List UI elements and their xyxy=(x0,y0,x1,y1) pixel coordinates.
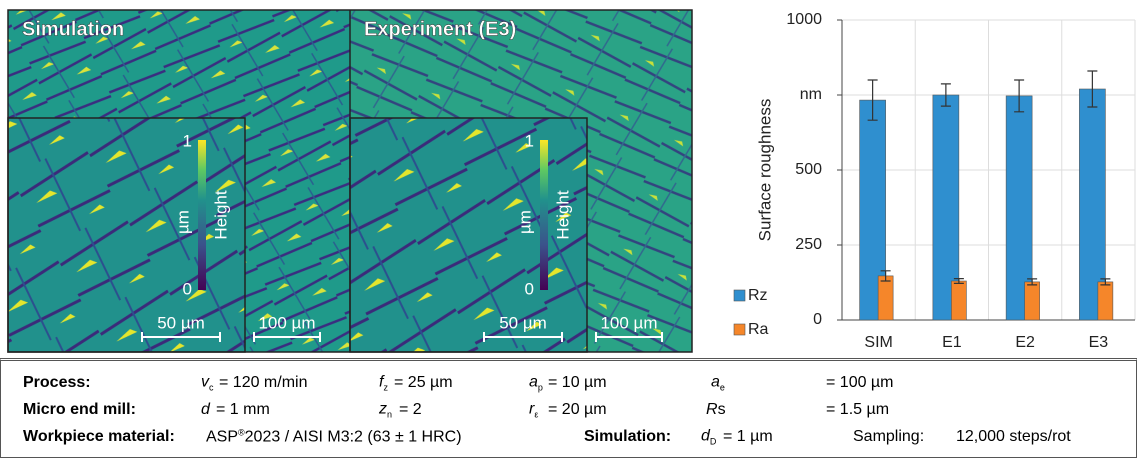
value: = 100 µm xyxy=(826,374,894,391)
symbol-subscript: D xyxy=(709,436,717,447)
symbol: Rs xyxy=(706,401,726,419)
error-bar xyxy=(1100,278,1111,286)
value: ASP®2023 / AISI M3:2 (63 ± 1 HRC) xyxy=(206,427,462,446)
legend-label: Rz xyxy=(748,287,768,304)
colorbar-unit: µm xyxy=(515,210,534,234)
value: = 2 xyxy=(399,401,422,418)
y-tick-label: 500 xyxy=(795,161,822,178)
symbol: vc xyxy=(201,373,214,392)
registered-mark: ® xyxy=(238,427,245,438)
scalebar-label: 50 µm xyxy=(499,313,547,332)
symbol: ap xyxy=(529,373,543,392)
value: = 10 µm xyxy=(548,374,607,391)
scalebar-label: 100 µm xyxy=(258,313,315,332)
x-tick-label: E1 xyxy=(942,334,962,351)
value: Sampling: xyxy=(853,428,925,445)
error-bar xyxy=(953,278,964,284)
symbol-suffix: s xyxy=(717,401,726,418)
row-label: Workpiece material: xyxy=(23,428,175,445)
bar xyxy=(1079,88,1106,321)
scale-bars xyxy=(141,332,663,342)
value: = 120 m/min xyxy=(219,374,308,391)
symbol-subscript: z xyxy=(383,382,388,393)
symbol: dD xyxy=(701,427,716,446)
y-tick-label: nm xyxy=(800,86,822,103)
error-bar xyxy=(1014,79,1025,113)
legend-swatch xyxy=(733,289,746,302)
simulation-inset xyxy=(7,117,246,353)
parameter-table: Process: vc = 120 m/min fz = 25 µm ap = 10 µm a… xyxy=(0,358,1137,458)
value: = 1.5 µm xyxy=(826,401,890,418)
symbol-letter: a xyxy=(711,373,720,391)
scalebar-label: 50 µm xyxy=(157,313,205,332)
symbol-letter: d xyxy=(201,401,210,418)
symbol: rε xyxy=(529,400,538,419)
value: = 20 µm xyxy=(548,401,607,418)
symbol-letter: z xyxy=(379,400,387,418)
row-label: Micro end mill: xyxy=(23,401,136,418)
bar xyxy=(1097,281,1114,321)
bar xyxy=(1024,281,1040,321)
colorbar xyxy=(198,140,206,290)
panel-title: Experiment (E3) xyxy=(364,18,516,40)
colorbar xyxy=(540,140,548,290)
colorbar-min: 0 xyxy=(525,279,534,298)
error-bar xyxy=(880,270,891,282)
scalebar-label: 100 µm xyxy=(600,313,657,332)
error-bar xyxy=(1087,70,1098,108)
bar xyxy=(951,280,967,321)
y-tick-label: 1000 xyxy=(786,11,822,28)
x-tick-label: SIM xyxy=(864,334,892,351)
y-axis-title: Surface roughness xyxy=(755,99,774,242)
colorbar-max: 1 xyxy=(525,131,534,150)
colorbar-label: Height xyxy=(211,190,230,239)
symbol-letter: r xyxy=(529,400,535,418)
error-bar xyxy=(1027,278,1038,286)
value: = 1 mm xyxy=(216,401,270,418)
material-name: ASP xyxy=(206,428,239,446)
symbol-subscript: n xyxy=(387,409,393,420)
x-tick-label: E3 xyxy=(1089,334,1109,351)
symbol-letter: d xyxy=(701,427,710,445)
y-tick-label: 0 xyxy=(813,311,822,328)
symbol-letter: v xyxy=(201,373,209,391)
symbol-letter: R xyxy=(706,401,718,418)
legend-swatch xyxy=(733,323,746,336)
experiment-inset xyxy=(349,117,588,353)
panel-title: Simulation xyxy=(22,18,124,40)
symbol: fz xyxy=(379,373,388,392)
value: = 1 µm xyxy=(723,428,773,445)
value: = 25 µm xyxy=(394,374,453,391)
colorbar-min: 0 xyxy=(183,279,192,298)
error-bar xyxy=(940,83,951,107)
colorbar-label: Height xyxy=(553,190,572,239)
colorbar-max: 1 xyxy=(183,131,192,150)
symbol: d xyxy=(201,401,210,419)
symbol-subscript: p xyxy=(537,382,543,393)
y-tick-label: 250 xyxy=(795,236,822,253)
symbol-subscript: ε xyxy=(534,409,539,420)
symbol-subscript: c xyxy=(209,382,214,393)
symbol-subscript: e xyxy=(719,382,725,393)
value: 12,000 steps/rot xyxy=(956,428,1071,445)
colorbar-unit: µm xyxy=(173,210,192,234)
symbol-letter: f xyxy=(379,373,384,391)
row-label: Simulation: xyxy=(584,428,672,445)
symbol-letter: a xyxy=(529,373,538,391)
symbol: ae xyxy=(711,373,725,392)
row-label: Process: xyxy=(23,374,91,391)
x-tick-label: E2 xyxy=(1015,334,1035,351)
bar xyxy=(877,275,894,321)
error-bar xyxy=(867,79,878,121)
legend-label: Ra xyxy=(748,321,769,338)
material-spec: 2023 / AISI M3:2 (63 ± 1 HRC) xyxy=(244,428,462,446)
symbol: zn xyxy=(379,400,392,419)
